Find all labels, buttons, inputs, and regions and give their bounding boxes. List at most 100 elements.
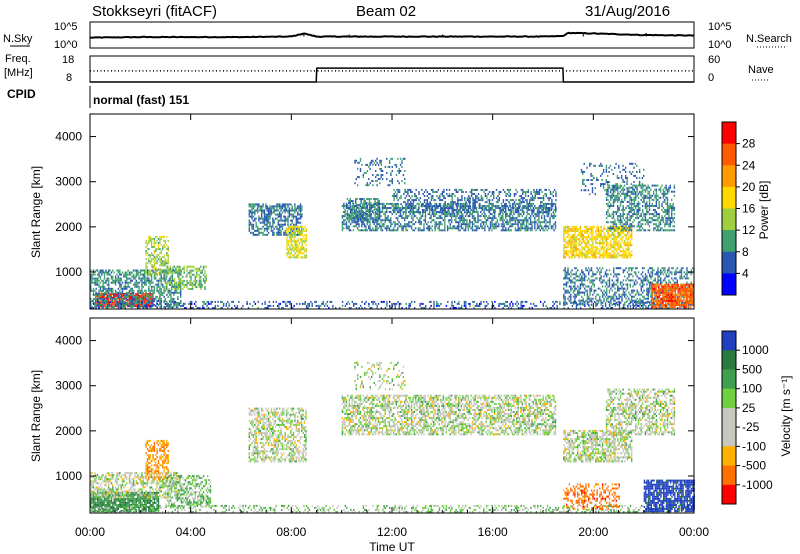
data-cell (405, 213, 407, 216)
data-cell (301, 302, 304, 305)
data-cell (180, 293, 182, 296)
data-cell (168, 306, 171, 309)
data-cell (173, 293, 175, 296)
data-cell (613, 240, 615, 243)
data-cell (394, 163, 396, 166)
data-cell (479, 203, 481, 206)
data-cell (430, 227, 432, 230)
data-cell (266, 219, 268, 222)
data-cell (164, 272, 167, 275)
data-cell (173, 288, 176, 290)
data-cell (127, 295, 129, 298)
data-cell (463, 221, 465, 224)
data-cell (315, 300, 317, 303)
data-cell (369, 227, 371, 230)
data-cell (363, 217, 366, 220)
data-cell (599, 234, 601, 237)
data-cell (542, 195, 545, 197)
data-cell (461, 197, 463, 200)
data-cell (362, 174, 364, 176)
data-cell (341, 227, 344, 230)
data-cell (444, 219, 446, 222)
data-cell (372, 300, 374, 303)
data-cell (269, 221, 271, 224)
data-cell (150, 237, 153, 240)
data-cell (543, 215, 546, 218)
data-cell (149, 260, 151, 263)
data-cell (148, 279, 150, 282)
data-cell (624, 307, 626, 309)
data-cell (291, 215, 293, 218)
data-cell (536, 223, 539, 226)
data-cell (263, 221, 266, 224)
data-cell (153, 277, 156, 280)
data-cell (286, 248, 288, 251)
data-cell (374, 200, 376, 202)
data-cell (370, 159, 373, 162)
data-cell (144, 306, 146, 309)
data-cell (119, 279, 121, 282)
data-cell (484, 195, 487, 197)
data-cell (149, 279, 151, 282)
data-cell (128, 297, 131, 300)
data-cell (157, 248, 160, 251)
data-cell (287, 209, 289, 212)
data-cell (120, 285, 122, 288)
data-cell (373, 223, 375, 226)
data-cell (283, 300, 286, 303)
data-cell (365, 300, 367, 303)
data-cell (502, 223, 504, 226)
data-cell (196, 286, 198, 288)
data-cell (376, 304, 378, 307)
data-cell (294, 209, 296, 212)
data-cell (444, 197, 446, 200)
data-cell (123, 302, 125, 305)
data-cell (599, 252, 601, 255)
data-cell (394, 195, 397, 197)
data-cell (267, 215, 270, 218)
data-cell (191, 300, 193, 303)
data-cell (530, 199, 532, 202)
data-cell (207, 302, 210, 305)
data-cell (415, 195, 417, 197)
data-cell (534, 225, 536, 228)
data-cell (231, 307, 233, 309)
data-cell (167, 254, 169, 257)
data-cell (521, 300, 524, 303)
data-cell (162, 256, 164, 259)
data-cell (531, 307, 533, 309)
data-cell (102, 302, 104, 304)
data-cell (278, 304, 280, 307)
data-cell (555, 193, 557, 195)
data-cell (575, 225, 577, 228)
data-cell (254, 217, 256, 220)
data-cell (553, 307, 556, 309)
data-cell (361, 209, 363, 211)
data-cell (409, 225, 411, 228)
data-cell (551, 207, 553, 210)
data-cell (444, 213, 446, 216)
data-cell (426, 195, 428, 197)
data-cell (565, 225, 568, 228)
data-cell (280, 229, 282, 232)
data-cell (422, 193, 424, 195)
data-cell (578, 302, 580, 305)
data-cell (173, 269, 175, 272)
data-cell (263, 227, 266, 230)
data-cell (377, 220, 379, 223)
data-cell (585, 236, 587, 239)
data-cell (459, 188, 462, 191)
data-cell (301, 225, 303, 228)
data-cell (287, 223, 289, 226)
data-cell (589, 250, 591, 253)
data-cell (439, 202, 442, 205)
data-cell (366, 213, 368, 216)
data-cell (266, 233, 268, 236)
data-cell (505, 227, 507, 230)
data-cell (368, 209, 370, 211)
nave-line (90, 67, 694, 83)
data-cell (359, 159, 362, 162)
data-cell (583, 242, 586, 245)
data-cell (171, 281, 173, 284)
data-cell (150, 254, 153, 257)
